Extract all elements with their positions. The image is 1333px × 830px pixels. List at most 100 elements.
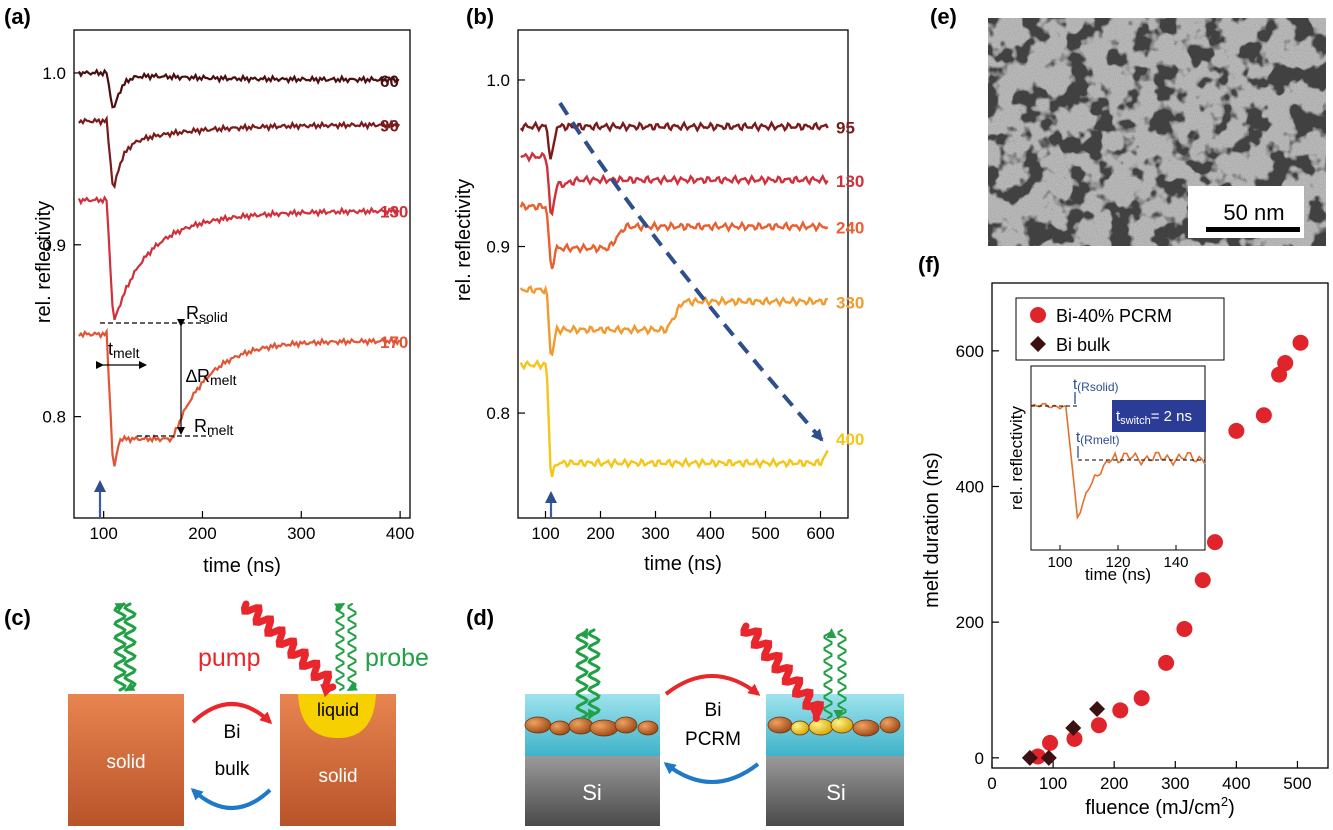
chart-a-xlabel: time (ns) xyxy=(203,555,281,577)
particle xyxy=(767,716,793,734)
point-pcrm xyxy=(1066,730,1083,747)
panel-label-b: (b) xyxy=(466,4,494,29)
cycle-arrow-red xyxy=(191,702,273,725)
point-pcrm xyxy=(1112,702,1129,719)
d-probe-up-left xyxy=(575,628,589,720)
liquid-label: liquid xyxy=(317,700,359,720)
probe-beam-down-right xyxy=(346,603,358,691)
series-b-line-330 xyxy=(519,284,828,357)
panel-label-f: (f) xyxy=(918,252,940,277)
cycle-d-arrow-red xyxy=(664,674,761,696)
chart-f-legend xyxy=(1015,297,1225,361)
chart-f-ticks: 0 100 200 300 400 500 0 200 400 600 xyxy=(956,342,1312,793)
point-pcrm xyxy=(1158,654,1175,671)
chart-b-xtick-label: 300 xyxy=(641,524,669,543)
solid-label-left: solid xyxy=(106,752,145,773)
legend-marker-bulk xyxy=(1030,336,1046,352)
inset-t-solid: t(Rsolid) xyxy=(1073,376,1119,394)
chart-a-xtick-label: 200 xyxy=(188,524,216,543)
series-line-90 xyxy=(78,115,401,190)
d-probe-up-right xyxy=(823,628,837,719)
chart-b-ylabel: rel. reflectivity xyxy=(453,179,475,301)
series-b-line-240 xyxy=(519,200,829,270)
series-line-60 xyxy=(77,68,400,109)
chart-f-ylabel: melt duration (ns) xyxy=(921,452,943,608)
inset-ticks: 100 120 140 xyxy=(1047,545,1189,571)
si-substrate-right xyxy=(766,756,904,826)
switch-label: tswitch= 2 ns xyxy=(1116,408,1192,427)
series-b-line-400 xyxy=(519,358,829,478)
series-b-label-130: 130 xyxy=(836,172,864,191)
si-label-left: Si xyxy=(582,780,602,805)
chart-b-ytick-label: 1.0 xyxy=(486,71,510,90)
chart-f-xtick-label: 400 xyxy=(1222,774,1250,793)
particle xyxy=(589,719,619,737)
point-bulk xyxy=(1065,719,1082,736)
d-probe-down-left xyxy=(587,628,601,720)
chart-f-points xyxy=(1021,334,1309,766)
r-melt-label: Rmelt xyxy=(194,416,234,438)
series-line-170 xyxy=(78,327,401,467)
inset-xtick-label: 140 xyxy=(1163,554,1188,571)
chart-a-frame xyxy=(73,29,411,519)
particle xyxy=(790,720,810,736)
chart-f-ytick-label: 400 xyxy=(956,477,984,496)
point-pcrm xyxy=(1255,407,1272,424)
cycle-label-line1: Bi xyxy=(224,722,241,743)
probe-beam-up-left xyxy=(113,602,127,692)
point-pcrm xyxy=(1133,690,1150,707)
panel-label-d: (d) xyxy=(466,605,494,630)
chart-a-xtick-label: 300 xyxy=(287,524,315,543)
series-label-60: 60 xyxy=(380,72,399,91)
pump-label: pump xyxy=(198,644,261,672)
chart-a-series-labels: 60 90 130 170 xyxy=(380,72,408,352)
point-pcrm xyxy=(1176,620,1193,637)
point-pcrm xyxy=(1194,572,1211,589)
series-label-170: 170 xyxy=(380,333,408,352)
series-b-label-240: 240 xyxy=(836,219,864,238)
chart-b-frame xyxy=(517,29,849,519)
solid-block-left xyxy=(68,694,184,826)
scale-bar-label: 50 nm xyxy=(1223,200,1284,225)
delta-r-label: ∆Rmelt xyxy=(186,366,237,388)
cycle-d-label-line1: Bi xyxy=(705,700,722,721)
chart-b-xtick-label: 600 xyxy=(806,524,834,543)
r-solid-label: Rsolid xyxy=(186,303,228,325)
particle xyxy=(637,720,659,736)
t-melt-label: tmelt xyxy=(108,339,140,361)
point-bulk xyxy=(1089,700,1106,717)
particle xyxy=(808,718,834,736)
chart-a: 100 200 300 400 0.8 0.9 1.0 60 90 130 170 time (n… xyxy=(33,29,414,577)
chart-f-xtick-label: 100 xyxy=(1039,774,1067,793)
chart-f-ytick-label: 200 xyxy=(956,613,984,632)
point-bulk xyxy=(1040,749,1057,766)
point-pcrm xyxy=(1228,422,1245,439)
inset-t-melt: t(Rmelt) xyxy=(1076,429,1120,447)
chart-b-ytick-label: 0.8 xyxy=(486,404,510,423)
d-pump-beam xyxy=(740,622,824,722)
series-label-90: 90 xyxy=(380,117,399,136)
switch-box xyxy=(1112,400,1206,432)
legend-marker-pcrm xyxy=(1030,307,1046,323)
inset-ylabel: rel. reflectivity xyxy=(1007,406,1026,510)
series-b-line-95 xyxy=(519,120,829,160)
pump-beam xyxy=(240,600,337,698)
c-beams xyxy=(113,600,358,698)
series-label-130: 130 xyxy=(380,202,408,221)
point-pcrm xyxy=(1292,334,1309,351)
chart-a-ytick-label: 0.8 xyxy=(42,408,66,427)
particle xyxy=(568,717,594,735)
chart-a-series xyxy=(77,68,401,467)
d-beams xyxy=(575,622,847,722)
chart-a-ticks: 100 200 300 400 0.8 0.9 1.0 xyxy=(42,64,414,543)
d-probe-down-right xyxy=(833,629,847,720)
particle xyxy=(524,716,552,734)
chart-f-ytick-label: 600 xyxy=(956,342,984,361)
solid-label-right: solid xyxy=(318,766,357,787)
chart-b-xlabel: time (ns) xyxy=(644,553,722,575)
trend-dashed-arrow xyxy=(558,101,824,442)
series-b-label-330: 330 xyxy=(836,293,864,312)
chart-a-ytick-label: 0.9 xyxy=(42,236,66,255)
schematic-d: Si Si Bi PCRM xyxy=(524,622,904,826)
